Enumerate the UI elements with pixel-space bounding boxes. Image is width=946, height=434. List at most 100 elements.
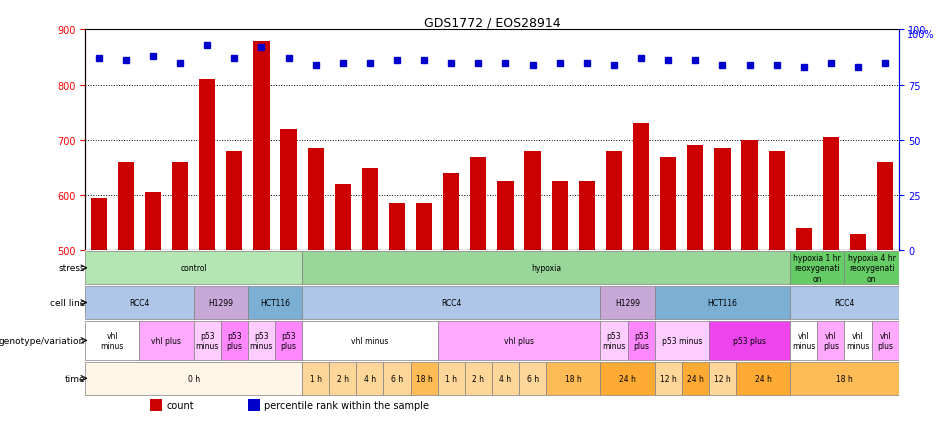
Text: 18 h: 18 h <box>415 374 432 383</box>
Text: vhl minus: vhl minus <box>351 336 389 345</box>
Text: p53
plus: p53 plus <box>633 331 649 350</box>
Text: control: control <box>181 264 207 273</box>
Text: vhl
plus: vhl plus <box>823 331 839 350</box>
Bar <box>524 151 541 434</box>
Text: vhl plus: vhl plus <box>151 336 182 345</box>
Bar <box>768 151 785 434</box>
FancyBboxPatch shape <box>709 362 736 395</box>
Bar <box>199 80 216 434</box>
Text: cell line: cell line <box>50 298 85 307</box>
Text: 100%: 100% <box>907 30 935 40</box>
FancyBboxPatch shape <box>709 321 790 360</box>
Text: count: count <box>166 401 194 410</box>
FancyBboxPatch shape <box>682 362 709 395</box>
Text: 24 h: 24 h <box>619 374 636 383</box>
FancyBboxPatch shape <box>627 321 655 360</box>
FancyBboxPatch shape <box>85 252 302 285</box>
FancyBboxPatch shape <box>601 362 655 395</box>
Bar <box>579 182 595 434</box>
FancyBboxPatch shape <box>655 321 709 360</box>
FancyBboxPatch shape <box>736 362 790 395</box>
Bar <box>498 182 514 434</box>
Bar <box>552 182 568 434</box>
Bar <box>254 41 270 434</box>
Text: RCC4: RCC4 <box>130 298 149 307</box>
Bar <box>280 130 297 434</box>
FancyBboxPatch shape <box>411 362 438 395</box>
Bar <box>796 229 812 434</box>
Text: hypoxia: hypoxia <box>531 264 561 273</box>
Bar <box>248 400 260 411</box>
FancyBboxPatch shape <box>655 286 790 319</box>
Bar <box>742 141 758 434</box>
Text: 1 h: 1 h <box>446 374 457 383</box>
Text: vhl
minus: vhl minus <box>792 331 815 350</box>
Text: p53 minus: p53 minus <box>661 336 702 345</box>
Text: 0 h: 0 h <box>187 374 200 383</box>
Bar <box>172 163 188 434</box>
FancyBboxPatch shape <box>302 321 438 360</box>
Title: GDS1772 / EOS28914: GDS1772 / EOS28914 <box>424 16 560 29</box>
FancyBboxPatch shape <box>85 321 139 360</box>
Bar <box>416 204 432 434</box>
Text: p53
plus: p53 plus <box>281 331 296 350</box>
Text: hypoxia 1 hr
reoxygenati
on: hypoxia 1 hr reoxygenati on <box>794 253 841 283</box>
Text: HCT116: HCT116 <box>708 298 738 307</box>
Text: vhl
minus: vhl minus <box>847 331 869 350</box>
Bar <box>877 163 893 434</box>
Bar <box>389 204 405 434</box>
Bar <box>823 138 839 434</box>
FancyBboxPatch shape <box>601 286 655 319</box>
FancyBboxPatch shape <box>519 362 546 395</box>
FancyBboxPatch shape <box>790 362 899 395</box>
Text: 6 h: 6 h <box>527 374 538 383</box>
FancyBboxPatch shape <box>790 252 845 285</box>
FancyBboxPatch shape <box>302 362 329 395</box>
FancyBboxPatch shape <box>194 321 220 360</box>
FancyBboxPatch shape <box>139 321 194 360</box>
Text: 12 h: 12 h <box>714 374 731 383</box>
Text: p53
minus: p53 minus <box>603 331 625 350</box>
Text: p53
plus: p53 plus <box>226 331 242 350</box>
FancyBboxPatch shape <box>220 321 248 360</box>
Bar <box>226 151 242 434</box>
Text: p53
minus: p53 minus <box>250 331 273 350</box>
Text: p53 plus: p53 plus <box>733 336 766 345</box>
FancyBboxPatch shape <box>85 362 302 395</box>
FancyBboxPatch shape <box>383 362 411 395</box>
FancyBboxPatch shape <box>655 362 682 395</box>
Bar <box>91 198 107 434</box>
Text: p53
minus: p53 minus <box>196 331 219 350</box>
Text: hypoxia 4 hr
reoxygenati
on: hypoxia 4 hr reoxygenati on <box>848 253 896 283</box>
Text: 24 h: 24 h <box>687 374 704 383</box>
Text: 24 h: 24 h <box>755 374 772 383</box>
Text: 4 h: 4 h <box>499 374 512 383</box>
Bar <box>117 163 134 434</box>
FancyBboxPatch shape <box>85 286 194 319</box>
FancyBboxPatch shape <box>438 362 464 395</box>
FancyBboxPatch shape <box>546 362 601 395</box>
FancyBboxPatch shape <box>194 286 248 319</box>
FancyBboxPatch shape <box>601 321 627 360</box>
Bar <box>150 400 163 411</box>
Text: H1299: H1299 <box>208 298 234 307</box>
FancyBboxPatch shape <box>845 321 871 360</box>
Text: time: time <box>64 374 85 383</box>
Bar <box>687 146 704 434</box>
FancyBboxPatch shape <box>329 362 357 395</box>
Text: vhl plus: vhl plus <box>504 336 534 345</box>
Text: 18 h: 18 h <box>836 374 853 383</box>
Text: 1 h: 1 h <box>309 374 322 383</box>
FancyBboxPatch shape <box>871 321 899 360</box>
Text: stress: stress <box>59 264 85 273</box>
FancyBboxPatch shape <box>302 286 601 319</box>
Bar <box>307 149 324 434</box>
Text: 12 h: 12 h <box>659 374 676 383</box>
Bar <box>145 193 161 434</box>
Text: 4 h: 4 h <box>364 374 376 383</box>
Bar <box>850 234 867 434</box>
Text: RCC4: RCC4 <box>834 298 854 307</box>
Text: 2 h: 2 h <box>337 374 349 383</box>
Text: 6 h: 6 h <box>391 374 403 383</box>
FancyBboxPatch shape <box>275 321 302 360</box>
